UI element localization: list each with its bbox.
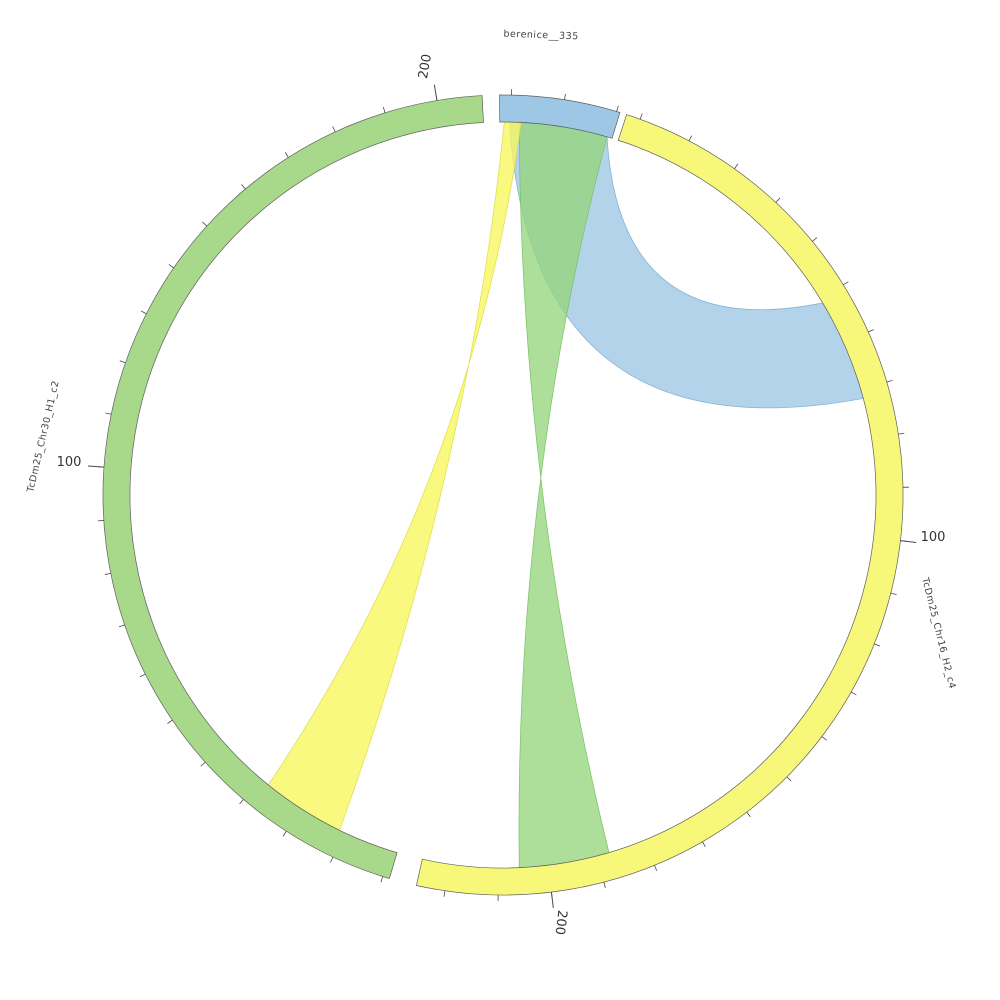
- tick-chr16: [886, 379, 893, 383]
- tick-chr16: [821, 736, 827, 741]
- tick-chr30: [140, 310, 147, 315]
- tick-label-chr16-200: 200: [552, 909, 570, 935]
- tick-chr30: [282, 831, 287, 837]
- tick-chr16: [654, 865, 658, 871]
- segment-arc-chr16: [416, 114, 904, 896]
- tick-chr16: [812, 237, 818, 242]
- tick-chr30: [332, 126, 336, 133]
- tick-chr16: [639, 113, 643, 120]
- tick-berenice: [564, 93, 566, 100]
- tick-chr30: [167, 719, 173, 724]
- segment-label-berenice: berenice__335: [503, 29, 579, 43]
- tick-chr16: [786, 776, 792, 782]
- major-tick-chr30: [433, 84, 438, 101]
- tick-chr16: [874, 643, 880, 647]
- major-tick-chr16: [550, 891, 554, 909]
- tick-chr30: [380, 876, 384, 883]
- tick-chr30: [241, 184, 246, 190]
- tick-chr30: [200, 761, 206, 767]
- major-tick-chr16: [900, 540, 917, 543]
- tick-chr16: [868, 329, 874, 333]
- tick-label-chr30-100: 100: [57, 455, 82, 470]
- tick-chr30: [202, 221, 208, 227]
- segment-label-chr16: TcDm25_Chr16_H2_c4: [919, 576, 958, 691]
- tick-chr30: [284, 152, 289, 158]
- tick-chr30: [104, 572, 111, 575]
- tick-berenice: [616, 105, 619, 112]
- segment-arc-berenice: [499, 94, 621, 139]
- tick-chr30: [139, 673, 146, 678]
- segment-arc-chr30: [102, 95, 484, 879]
- tick-chr16: [843, 281, 849, 286]
- tick-chr16: [746, 811, 751, 818]
- tick-chr16: [688, 135, 693, 142]
- tick-chr16: [603, 881, 606, 888]
- tick-chr30: [168, 264, 174, 269]
- segment-label-chr30: TcDm25_Chr30_H1_c2: [25, 379, 62, 494]
- tick-chr16: [850, 691, 857, 696]
- tick-chr16: [734, 163, 739, 169]
- tick-chr30: [382, 106, 386, 113]
- major-tick-chr30: [87, 465, 105, 468]
- tick-chr30: [239, 799, 244, 805]
- tick-chr16: [890, 592, 897, 595]
- tick-chr16: [702, 841, 706, 848]
- tick-chr30: [330, 856, 334, 863]
- tick-chr30: [118, 624, 125, 628]
- tick-label-chr16-100: 100: [921, 530, 946, 545]
- tick-chr16: [443, 890, 446, 897]
- tick-label-chr30-200: 200: [416, 53, 435, 80]
- tick-chr16: [775, 197, 781, 203]
- tick-chr30: [119, 360, 126, 364]
- yellow-ribbon: [267, 121, 522, 831]
- tick-chr30: [105, 412, 112, 415]
- tick-chr16: [898, 432, 905, 435]
